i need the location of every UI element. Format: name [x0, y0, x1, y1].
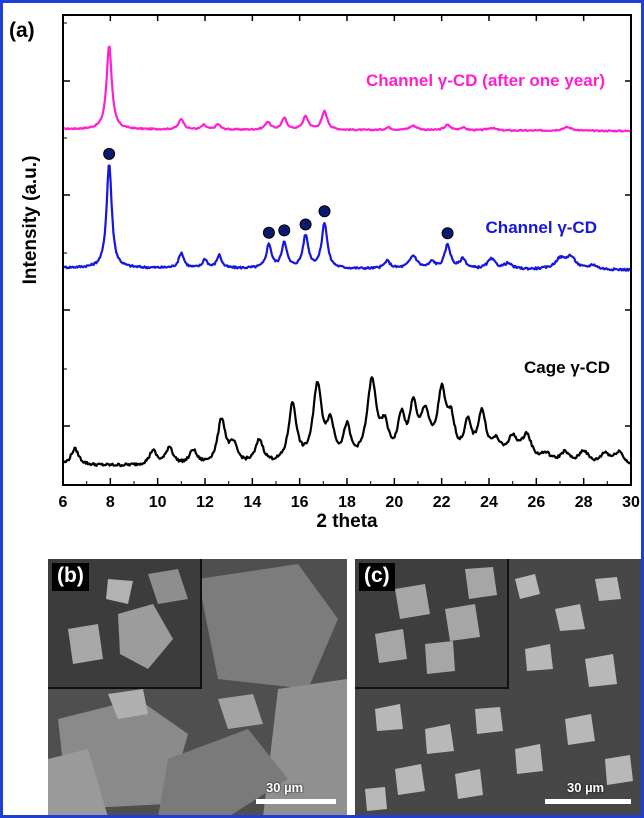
peak-marker [262, 226, 275, 239]
x-tick-label: 12 [196, 494, 214, 511]
x-tick-label: 8 [106, 494, 115, 511]
y-axis-label: Intensity (a.u.) [20, 156, 41, 285]
panel-label-c: (c) [359, 563, 395, 591]
series-line-3 [63, 376, 632, 468]
peak-marker [299, 218, 312, 231]
scale-bar-label-b: 30 µm [266, 780, 304, 795]
peak-marker [278, 224, 291, 237]
series-label-1: Channel γ-CD (after one year) [366, 71, 605, 90]
peak-marker [441, 227, 454, 240]
sem-panel-c: (c) 30 µm [355, 559, 641, 815]
series-label-2: Channel γ-CD [486, 218, 597, 237]
x-tick-label: 28 [575, 494, 593, 511]
x-tick-label: 30 [622, 494, 640, 511]
x-tick-label: 6 [59, 494, 68, 511]
scale-bar-c [545, 799, 631, 804]
peak-marker [103, 147, 116, 160]
series-line-1 [63, 45, 631, 133]
x-tick-label: 22 [433, 494, 451, 511]
scale-bar-label-c: 30 µm [567, 780, 605, 795]
x-tick-label: 18 [338, 494, 356, 511]
peak-marker [318, 205, 331, 218]
x-tick-label: 14 [243, 494, 261, 511]
x-tick-label: 10 [149, 494, 167, 511]
x-tick-label: 24 [480, 494, 498, 511]
sem-inset-c [355, 559, 509, 689]
panel-label-a: (a) [9, 19, 35, 42]
scale-bar-b [256, 799, 336, 804]
sem-panel-b: (b) 30 µm [48, 559, 347, 815]
series-label-3: Cage γ-CD [524, 358, 610, 377]
x-tick-label: 16 [291, 494, 309, 511]
series-line-2 [63, 164, 631, 272]
x-axis-label: 2 theta [316, 511, 378, 532]
panel-label-b: (b) [52, 563, 89, 591]
x-tick-label: 20 [385, 494, 403, 511]
x-tick-label: 26 [527, 494, 545, 511]
xrd-chart: 6 8 10 12 14 16 18 20 22 24 26 28 30 2 theta Intensity… [9, 14, 640, 532]
